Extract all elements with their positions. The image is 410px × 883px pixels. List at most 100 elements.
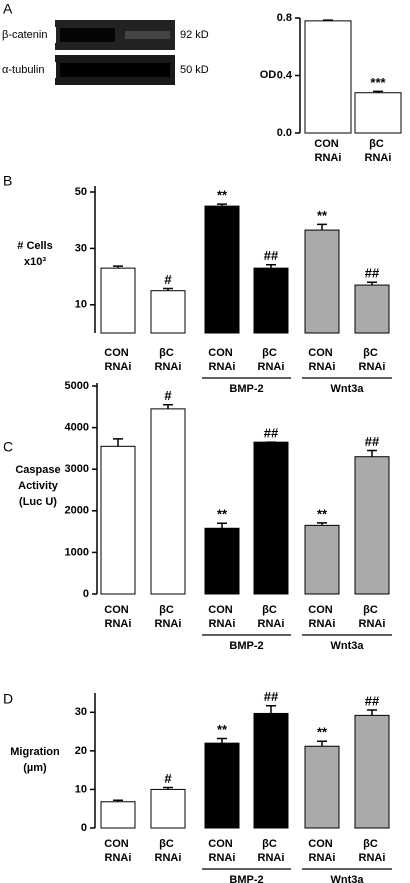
y-axis-label: x10³ <box>24 256 46 268</box>
bar <box>204 742 240 829</box>
y-axis-label: (Luc U) <box>19 496 57 508</box>
error-bar <box>163 287 173 291</box>
bar <box>100 801 136 829</box>
error-bar <box>163 403 173 409</box>
error-bar <box>217 737 227 744</box>
x-tick-label: βC RNAi <box>359 604 386 630</box>
x-tick-label: βC RNAi <box>155 838 182 864</box>
y-tick-label: 0.0 <box>277 127 292 139</box>
error-bar <box>217 203 227 207</box>
bar <box>304 20 352 134</box>
x-tick-label: βC RNAi <box>258 838 285 864</box>
panel-label: A <box>3 1 13 17</box>
y-tick-label: 0 <box>81 822 87 834</box>
bar <box>354 714 390 829</box>
x-tick-label: βC RNAi <box>155 604 182 630</box>
blot-band <box>60 28 115 42</box>
y-tick-label: 10 <box>75 783 87 795</box>
annotation: ** <box>217 722 228 737</box>
annotation: ## <box>264 426 279 441</box>
x-tick-label: βC RNAi <box>258 604 285 630</box>
y-tick-label: 5000 <box>65 380 89 392</box>
error-bar <box>367 281 377 286</box>
group-label: BMP-2 <box>229 874 263 883</box>
group-label: BMP-2 <box>229 640 263 652</box>
bar <box>253 712 289 829</box>
annotation: ## <box>264 248 279 263</box>
y-tick-label: 4000 <box>65 422 89 434</box>
bar <box>150 408 186 595</box>
x-tick-label: βC RNAi <box>359 838 386 864</box>
x-tick-label: CON RNAi <box>308 838 336 864</box>
y-tick-label: 10 <box>75 299 87 311</box>
group-label: Wnt3a <box>331 383 365 395</box>
error-bar <box>367 709 377 716</box>
x-tick-label: βC RNAi <box>365 138 392 164</box>
y-tick-label: 0 <box>83 588 89 600</box>
annotation: ** <box>317 725 328 740</box>
blot-band <box>125 31 170 39</box>
x-tick-label: CON RNAi <box>308 347 336 373</box>
y-tick-label: 0.8 <box>277 12 292 24</box>
error-bar <box>266 704 276 714</box>
annotation: ## <box>365 266 380 281</box>
annotation: ** <box>217 507 228 522</box>
y-axis-label: OD <box>260 69 277 81</box>
x-tick-label: βC RNAi <box>359 347 386 373</box>
panel-label: D <box>3 691 13 707</box>
annotation: ## <box>365 434 380 449</box>
blot-protein: α-tubulin <box>2 64 44 76</box>
x-tick-label: CON RNAi <box>104 838 132 864</box>
error-bar <box>163 786 173 790</box>
y-tick-label: 20 <box>75 745 87 757</box>
error-bar <box>113 799 123 802</box>
bar <box>150 788 186 829</box>
y-axis-label: Caspase <box>15 464 60 476</box>
error-bar <box>266 264 276 269</box>
group-label: Wnt3a <box>331 874 365 883</box>
y-axis-label: Migration <box>10 746 60 758</box>
group-label: BMP-2 <box>229 383 263 395</box>
group-label: Wnt3a <box>331 640 365 652</box>
annotation: ## <box>264 689 279 704</box>
bar <box>253 267 289 334</box>
error-bar <box>113 438 123 447</box>
bar <box>150 290 186 334</box>
y-tick-label: 1000 <box>65 546 89 558</box>
bar <box>304 229 340 334</box>
blot-protein: β-catenin <box>2 29 47 41</box>
x-tick-label: CON RNAi <box>208 838 236 864</box>
bar <box>354 92 402 134</box>
bar <box>100 267 136 334</box>
y-tick-label: 3000 <box>65 463 89 475</box>
bar <box>354 284 390 334</box>
error-bar <box>217 522 227 529</box>
error-bar <box>317 740 327 747</box>
y-axis-label: (µm) <box>23 762 47 774</box>
bar <box>100 445 136 595</box>
annotation: ** <box>317 208 328 223</box>
error-bar <box>317 223 327 231</box>
error-bar <box>317 522 327 526</box>
error-bar <box>113 265 123 269</box>
annotation: ** <box>217 188 228 203</box>
blot-label-bg <box>0 62 56 78</box>
annotation: ** <box>317 506 328 521</box>
x-tick-label: CON RNAi <box>104 347 132 373</box>
x-tick-label: CON RNAi <box>104 604 132 630</box>
y-tick-label: 2000 <box>65 505 89 517</box>
y-tick-label: 30 <box>75 242 87 254</box>
blot-size: 92 kD <box>180 29 209 41</box>
x-tick-label: CON RNAi <box>208 604 236 630</box>
x-tick-label: βC RNAi <box>258 347 285 373</box>
panel-label: C <box>3 439 13 455</box>
error-bar <box>373 90 383 93</box>
bar <box>354 456 390 595</box>
annotation: # <box>164 272 172 287</box>
annotation: ## <box>365 693 380 708</box>
panel-label: B <box>3 173 12 189</box>
y-tick-label: 50 <box>75 186 87 198</box>
annotation: # <box>164 388 172 403</box>
blot-band <box>60 63 170 77</box>
